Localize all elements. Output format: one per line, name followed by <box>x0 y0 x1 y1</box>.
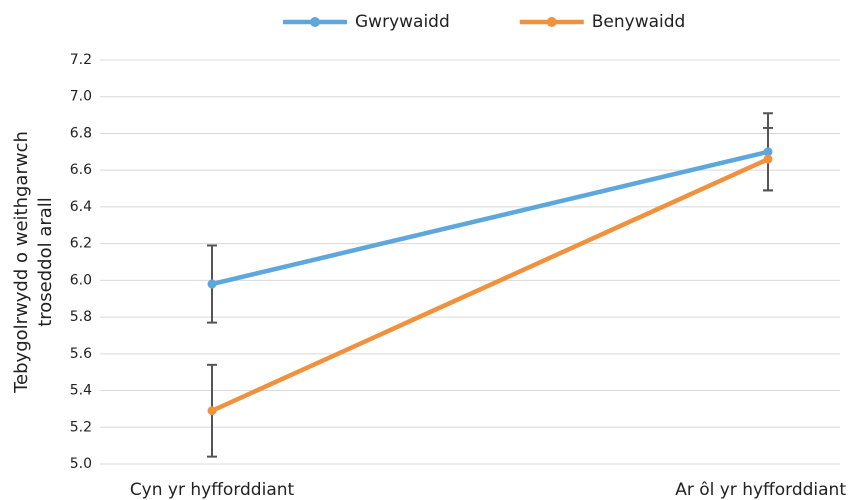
y-tick-label: 7.2 <box>70 52 92 68</box>
y-axis-label: Tebygolrwydd o weithgarwch <box>11 131 32 394</box>
y-axis-label: troseddol arall <box>35 197 56 327</box>
y-tick-label: 5.8 <box>70 309 92 325</box>
y-tick-label: 5.2 <box>70 419 92 435</box>
legend-label: Gwrywaidd <box>355 12 450 32</box>
x-tick-label: Cyn yr hyfforddiant <box>130 480 295 500</box>
data-point <box>763 147 773 157</box>
x-tick-label: Ar ôl yr hyfforddiant <box>675 480 846 500</box>
y-tick-label: 6.4 <box>70 199 92 215</box>
data-point <box>207 279 217 289</box>
y-tick-label: 6.2 <box>70 236 92 252</box>
y-tick-label: 5.0 <box>70 456 92 472</box>
y-tick-label: 6.0 <box>70 272 92 288</box>
y-tick-label: 7.0 <box>70 89 92 105</box>
data-point <box>763 154 773 164</box>
data-point <box>207 406 217 416</box>
legend-label: Benywaidd <box>592 12 686 32</box>
series-line <box>211 157 769 413</box>
y-tick-label: 6.8 <box>70 125 92 141</box>
legend-marker <box>546 17 557 27</box>
y-tick-label: 5.4 <box>70 383 92 399</box>
y-tick-label: 6.6 <box>70 162 92 178</box>
legend-marker <box>310 17 320 27</box>
series-line <box>211 149 769 287</box>
y-tick-label: 5.6 <box>70 346 92 362</box>
